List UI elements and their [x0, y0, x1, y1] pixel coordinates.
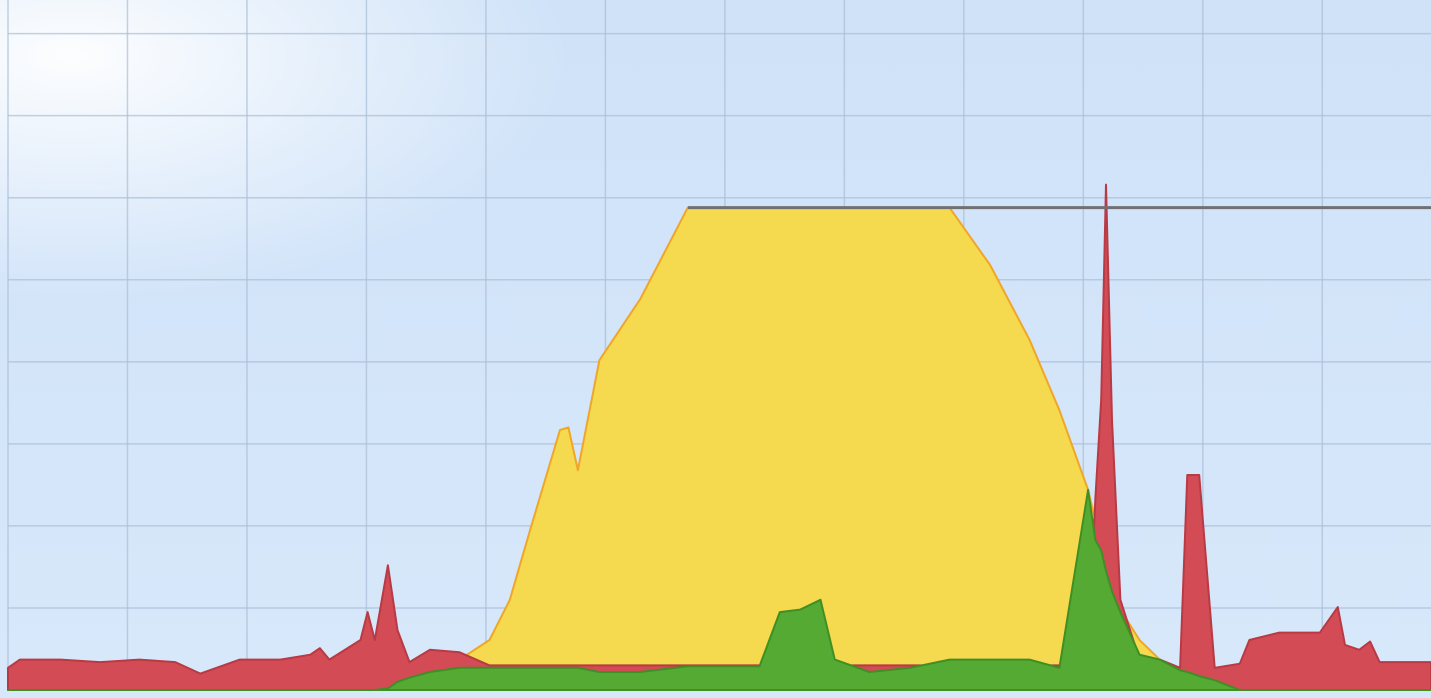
area-series	[7, 488, 1431, 691]
plot-area	[7, 183, 1431, 691]
